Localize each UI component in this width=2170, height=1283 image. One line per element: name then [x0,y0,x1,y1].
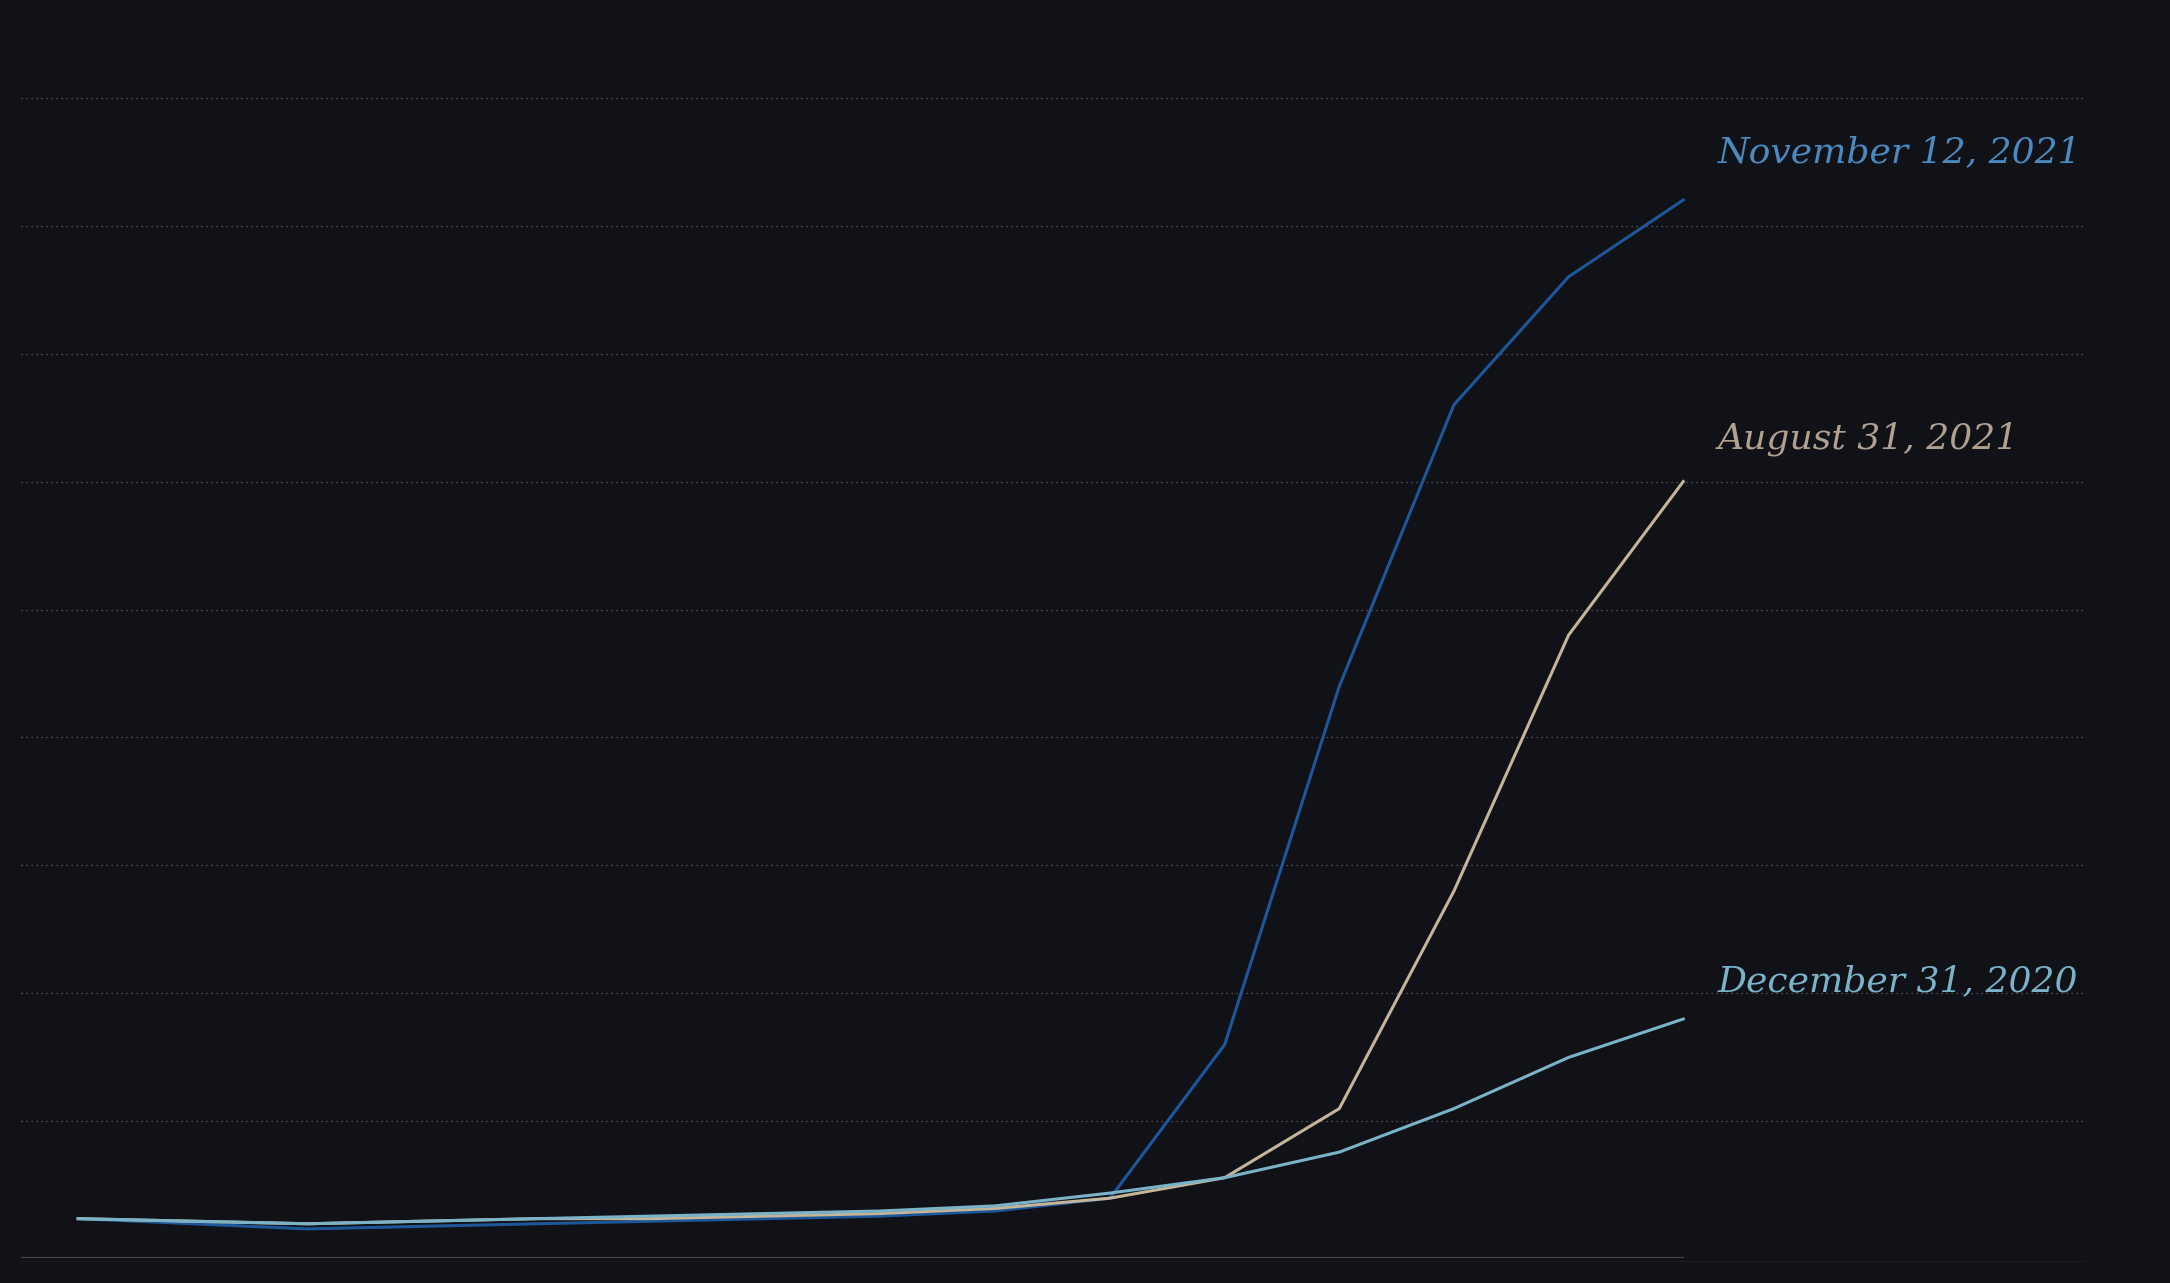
Text: August 31, 2021: August 31, 2021 [1719,421,2018,455]
Text: December 31, 2020: December 31, 2020 [1719,965,2079,998]
Text: November 12, 2021: November 12, 2021 [1719,135,2081,169]
